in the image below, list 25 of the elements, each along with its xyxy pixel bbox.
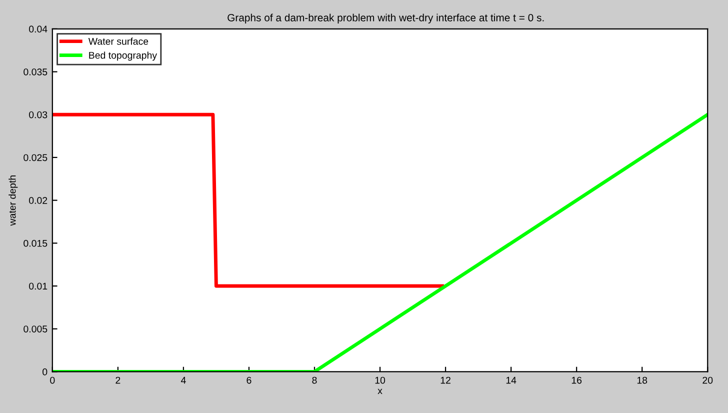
x-tick-label: 6	[246, 376, 252, 384]
x-tick-label: 0	[50, 376, 55, 384]
y-tick-label: 0.015	[24, 240, 48, 247]
x-tick-label: 14	[506, 376, 516, 384]
y-tick-label: 0.01	[29, 282, 48, 290]
x-tick-label: 4	[180, 376, 186, 384]
y-tick-label: 0	[42, 368, 48, 376]
y-axis-title: water depth	[8, 176, 18, 226]
x-tick-label: 2	[116, 376, 120, 384]
y-tick-label: 0.04	[29, 26, 48, 33]
y-tick-label: 0.025	[24, 154, 48, 162]
legend-label: Bed topography	[89, 52, 158, 61]
x-tick-label: 12	[440, 376, 450, 384]
x-axis-title: x	[378, 388, 382, 394]
y-tick-label: 0.005	[24, 326, 48, 332]
x-tick-label: 20	[702, 376, 713, 384]
x-tick-label: 18	[637, 376, 648, 384]
x-tick-label: 10	[375, 376, 386, 384]
y-tick-label: 0.02	[29, 197, 48, 204]
legend-label: Water surface	[88, 38, 148, 45]
y-tick-label: 0.03	[29, 111, 48, 118]
y-tick-label: 0.035	[24, 68, 48, 76]
x-tick-label: 8	[312, 376, 317, 384]
chart-title: Graphs of a dam-break problem with wet-dry interface at time t = 0 s.	[228, 14, 544, 24]
x-tick-label: 16	[572, 376, 582, 384]
